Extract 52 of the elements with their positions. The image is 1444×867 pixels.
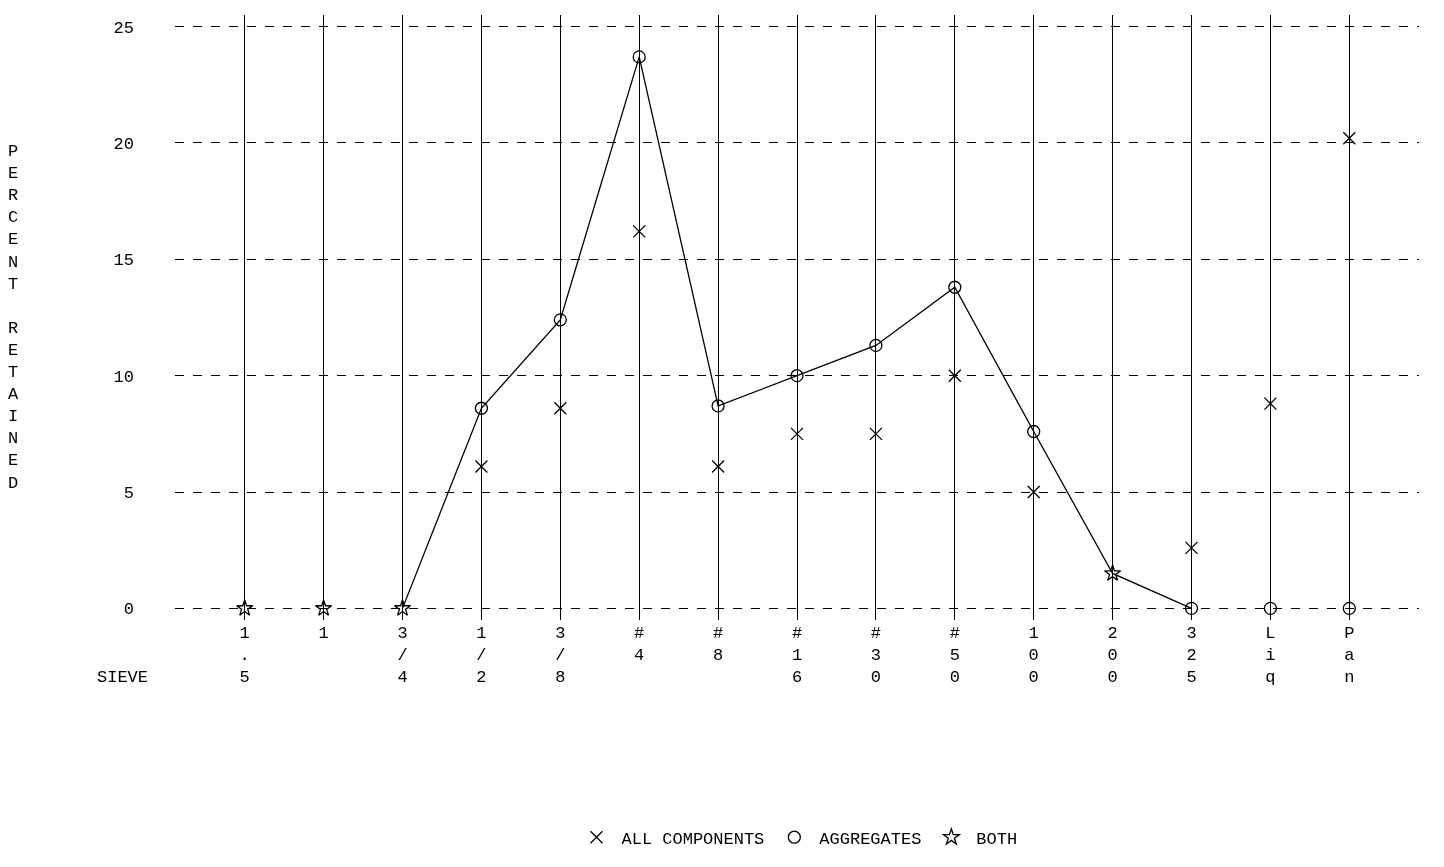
y-tick-label: 5 — [123, 483, 134, 503]
point — [632, 224, 646, 239]
point — [474, 459, 489, 474]
x-tick-label: #30 — [870, 624, 881, 688]
point — [553, 313, 567, 327]
point — [1263, 601, 1278, 616]
x-tick-label: 1/2 — [476, 624, 487, 688]
point — [553, 401, 567, 415]
x-tick-label: 325 — [1186, 624, 1197, 688]
text: PERCENT RETAINED — [8, 142, 19, 493]
point — [1342, 601, 1356, 616]
point — [1184, 601, 1199, 616]
x-tick-label: #16 — [791, 624, 803, 688]
point — [790, 369, 804, 383]
y-tick-label: 0 — [123, 600, 134, 620]
point — [1263, 396, 1278, 411]
point — [236, 599, 254, 616]
point — [711, 459, 725, 474]
x-tick-label: 100 — [1028, 624, 1039, 688]
x-tick-label: 3/8 — [555, 624, 566, 688]
x-tick-label: Liq — [1265, 624, 1276, 688]
x-tick-label: #50 — [949, 624, 960, 688]
point — [869, 338, 883, 353]
point — [948, 369, 962, 383]
x-tick-label: #8 — [713, 624, 724, 666]
legend-label: ALL COMPONENTS — [621, 829, 765, 849]
x-tick-label: 1 — [318, 624, 329, 643]
point — [790, 427, 804, 441]
legend-label: BOTH — [976, 829, 1018, 849]
y-tick-label: 15 — [113, 251, 134, 271]
point — [711, 399, 725, 413]
x-tick-label: 1.5 — [239, 624, 250, 688]
y-tick-label: 25 — [113, 18, 134, 38]
point — [1103, 564, 1122, 581]
point — [1184, 541, 1199, 555]
point — [948, 280, 962, 294]
point — [314, 599, 333, 616]
x-tick-label: Pan — [1344, 624, 1355, 688]
point — [632, 50, 646, 64]
x-tick-label: 3/4 — [397, 624, 408, 688]
x-tick-label: 200 — [1107, 624, 1118, 688]
point — [474, 401, 489, 415]
point — [869, 427, 883, 441]
legend-label: AGGREGATES — [819, 829, 922, 849]
point — [393, 599, 412, 616]
point — [1027, 424, 1041, 439]
x-tick-label: #4 — [634, 624, 645, 666]
y-tick-label: 10 — [113, 367, 134, 387]
point — [1027, 485, 1041, 499]
y-tick-label: 20 — [113, 134, 134, 154]
point — [1342, 131, 1356, 145]
x-axis-title: SIEVE — [97, 668, 149, 687]
